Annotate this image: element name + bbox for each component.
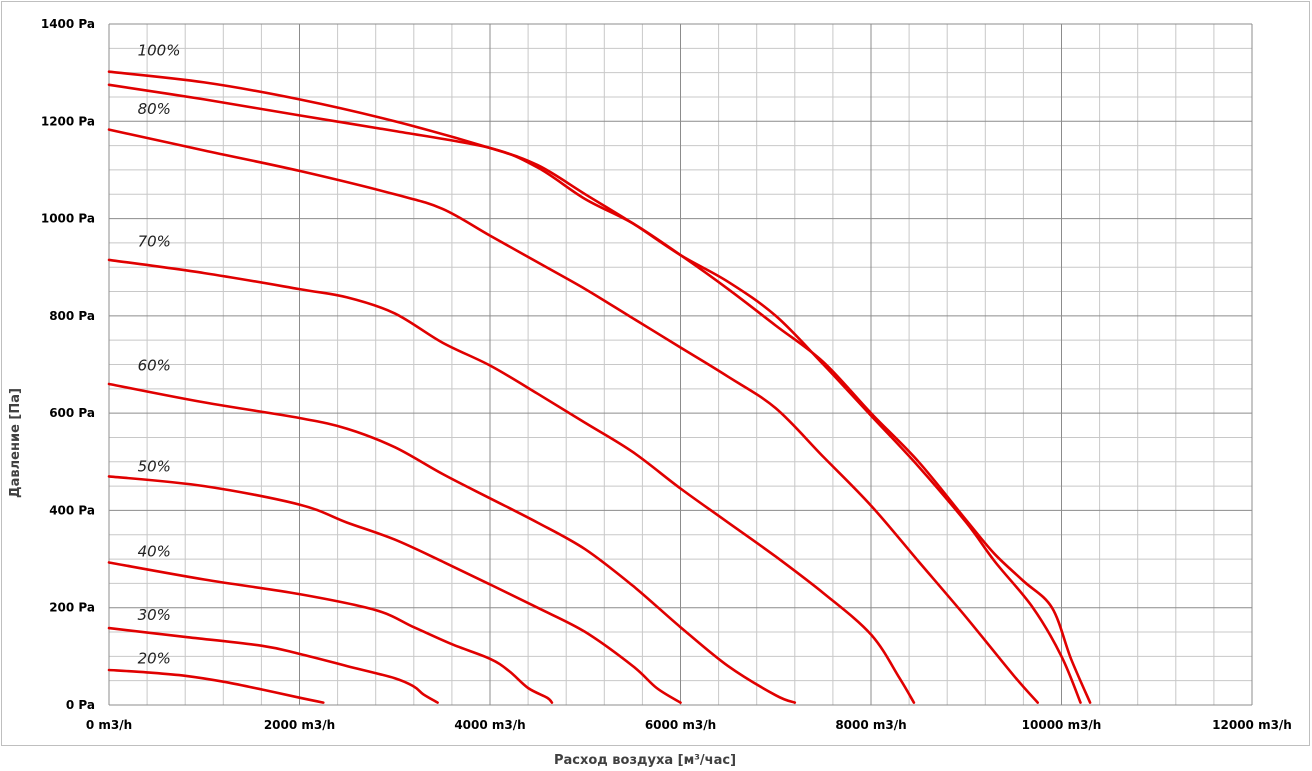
x-tick-label: 6000 m3/h: [645, 718, 716, 732]
x-tick-label: 0 m3/h: [86, 718, 132, 732]
y-tick-label: 1400 Pa: [41, 17, 95, 31]
curve-60pct: [107, 382, 797, 704]
curve-80pct: [107, 128, 1039, 704]
y-tick-label: 1200 Pa: [41, 114, 95, 128]
curve-40pct: [107, 561, 554, 704]
major-gridlines: [108, 23, 1253, 706]
curve-label: 100%: [138, 42, 181, 60]
y-tick-label: 0 Pa: [66, 698, 95, 712]
y-tick-label: 200 Pa: [49, 601, 95, 615]
curve-series-1: [107, 83, 1092, 704]
x-axis-title: Расход воздуха [м³/час]: [554, 753, 736, 768]
y-axis-title: Давление [Па]: [8, 388, 23, 498]
y-tick-label: 1000 Pa: [41, 212, 95, 226]
x-tick-label: 4000 m3/h: [454, 718, 525, 732]
chart-area: [1, 1, 1310, 746]
curve-20pct: [107, 668, 325, 704]
curve-100pct: [107, 70, 1082, 704]
x-tick-label: 12000 m3/h: [1212, 718, 1292, 732]
curve-label: 80%: [138, 100, 171, 118]
curve-label: 60%: [138, 356, 171, 374]
curve-label: 40%: [138, 543, 171, 561]
y-tick-label: 400 Pa: [49, 503, 95, 517]
curve-30pct: [107, 626, 439, 704]
y-tick-label: 600 Pa: [49, 406, 95, 420]
x-tick-label: 8000 m3/h: [835, 718, 906, 732]
curve-label: 30%: [138, 606, 171, 624]
y-tick-label: 800 Pa: [49, 309, 95, 323]
curve-70pct: [107, 258, 916, 704]
curve-label: 50%: [138, 458, 171, 476]
curve-label: 70%: [138, 232, 171, 250]
x-tick-label: 2000 m3/h: [264, 718, 335, 732]
x-tick-label: 10000 m3/h: [1022, 718, 1102, 732]
curve-50pct: [107, 475, 682, 704]
x-axis-tick-labels: 0 m3/h 2000 m3/h 4000 m3/h 6000 m3/h 8000 m3…: [86, 718, 1292, 732]
fan-curves: [107, 70, 1092, 704]
curve-labels: 100% 80% 70% 60% 50% 40% 30% 20%: [138, 42, 181, 668]
y-axis-tick-labels: 0 Pa 200 Pa 400 Pa 600 Pa 800 Pa 1000 Pa 1200 …: [41, 17, 95, 712]
curve-label: 20%: [138, 650, 171, 668]
